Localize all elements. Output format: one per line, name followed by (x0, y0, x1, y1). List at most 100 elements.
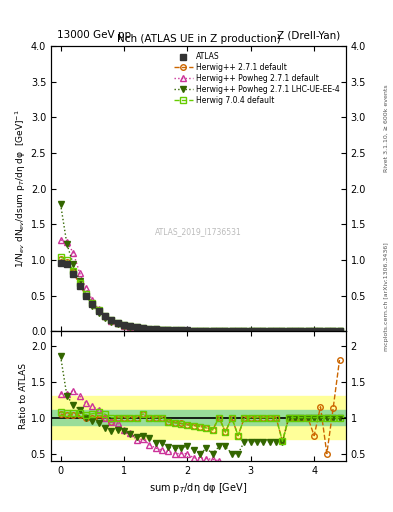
Herwig++ Powheg 2.7.1 default (103, 313, 107, 319)
Herwig++ 2.7.1 default (121, 322, 126, 328)
Herwig++ Powheg 2.7.1 LHC-UE-EE-4 (153, 327, 158, 333)
Line: Herwig++ Powheg 2.7.1 LHC-UE-EE-4: Herwig++ Powheg 2.7.1 LHC-UE-EE-4 (58, 202, 342, 334)
Herwig++ 2.7.1 default (103, 313, 107, 319)
Herwig++ 2.7.1 default (305, 328, 310, 334)
Herwig++ Powheg 2.7.1 LHC-UE-EE-4 (204, 328, 209, 334)
Herwig++ 2.7.1 default (141, 325, 145, 331)
Herwig++ Powheg 2.7.1 default (90, 297, 95, 303)
Line: Herwig++ 2.7.1 default: Herwig++ 2.7.1 default (58, 257, 342, 334)
Herwig++ Powheg 2.7.1 LHC-UE-EE-4 (248, 328, 253, 334)
Herwig 7.0.4 default (77, 281, 82, 287)
Herwig++ 2.7.1 default (337, 328, 342, 334)
Herwig++ Powheg 2.7.1 default (191, 328, 196, 334)
Herwig++ Powheg 2.7.1 default (160, 327, 164, 333)
Herwig 7.0.4 default (109, 317, 114, 323)
Y-axis label: Ratio to ATLAS: Ratio to ATLAS (19, 363, 28, 429)
Herwig++ Powheg 2.7.1 default (179, 328, 184, 334)
Legend: ATLAS, Herwig++ 2.7.1 default, Herwig++ Powheg 2.7.1 default, Herwig++ Powheg 2.: ATLAS, Herwig++ 2.7.1 default, Herwig++ … (171, 50, 342, 107)
Herwig++ Powheg 2.7.1 default (217, 328, 221, 334)
Herwig++ 2.7.1 default (325, 328, 329, 334)
Herwig++ 2.7.1 default (160, 327, 164, 333)
Herwig++ Powheg 2.7.1 LHC-UE-EE-4 (141, 326, 145, 332)
Herwig++ Powheg 2.7.1 LHC-UE-EE-4 (293, 328, 298, 334)
Herwig++ Powheg 2.7.1 LHC-UE-EE-4 (166, 327, 171, 333)
Herwig 7.0.4 default (242, 328, 247, 334)
Herwig++ 2.7.1 default (128, 323, 133, 329)
Herwig++ Powheg 2.7.1 LHC-UE-EE-4 (84, 292, 88, 298)
Herwig 7.0.4 default (166, 327, 171, 333)
Herwig++ Powheg 2.7.1 LHC-UE-EE-4 (64, 241, 69, 247)
Herwig++ 2.7.1 default (210, 328, 215, 334)
Herwig++ 2.7.1 default (230, 328, 234, 334)
Herwig++ 2.7.1 default (153, 326, 158, 332)
Herwig 7.0.4 default (198, 328, 202, 334)
Text: Z (Drell-Yan): Z (Drell-Yan) (277, 30, 340, 40)
Herwig++ 2.7.1 default (191, 328, 196, 334)
Herwig 7.0.4 default (160, 327, 164, 333)
Herwig++ 2.7.1 default (331, 328, 336, 334)
Herwig++ Powheg 2.7.1 LHC-UE-EE-4 (242, 328, 247, 334)
Herwig++ Powheg 2.7.1 default (147, 327, 152, 333)
Herwig 7.0.4 default (305, 328, 310, 334)
Herwig++ Powheg 2.7.1 LHC-UE-EE-4 (312, 328, 316, 334)
Herwig++ 2.7.1 default (223, 328, 228, 334)
Herwig++ Powheg 2.7.1 LHC-UE-EE-4 (58, 201, 63, 207)
Herwig++ Powheg 2.7.1 LHC-UE-EE-4 (179, 328, 184, 334)
Herwig++ Powheg 2.7.1 LHC-UE-EE-4 (147, 327, 152, 333)
Text: Rivet 3.1.10, ≥ 600k events: Rivet 3.1.10, ≥ 600k events (384, 84, 389, 172)
Herwig 7.0.4 default (103, 312, 107, 318)
Herwig++ 2.7.1 default (204, 328, 209, 334)
Herwig++ Powheg 2.7.1 LHC-UE-EE-4 (267, 328, 272, 334)
Herwig++ Powheg 2.7.1 default (77, 270, 82, 276)
Herwig 7.0.4 default (312, 328, 316, 334)
Herwig 7.0.4 default (141, 325, 145, 331)
Herwig++ Powheg 2.7.1 LHC-UE-EE-4 (318, 328, 323, 334)
Herwig++ 2.7.1 default (109, 317, 114, 324)
Herwig 7.0.4 default (204, 328, 209, 334)
Herwig++ 2.7.1 default (77, 282, 82, 288)
Herwig 7.0.4 default (274, 328, 279, 334)
Title: Nch (ATLAS UE in Z production): Nch (ATLAS UE in Z production) (117, 34, 280, 44)
Herwig++ Powheg 2.7.1 LHC-UE-EE-4 (325, 328, 329, 334)
Herwig++ Powheg 2.7.1 LHC-UE-EE-4 (77, 278, 82, 284)
Herwig 7.0.4 default (128, 323, 133, 329)
Herwig++ 2.7.1 default (242, 328, 247, 334)
Herwig++ Powheg 2.7.1 LHC-UE-EE-4 (96, 310, 101, 316)
Line: Herwig++ Powheg 2.7.1 default: Herwig++ Powheg 2.7.1 default (58, 237, 222, 334)
Herwig++ Powheg 2.7.1 LHC-UE-EE-4 (71, 261, 75, 267)
Herwig++ 2.7.1 default (248, 328, 253, 334)
Herwig++ 2.7.1 default (255, 328, 259, 334)
Herwig++ 2.7.1 default (274, 328, 279, 334)
Herwig++ 2.7.1 default (236, 328, 241, 334)
Herwig++ Powheg 2.7.1 default (185, 328, 190, 334)
Herwig 7.0.4 default (286, 328, 291, 334)
Herwig 7.0.4 default (179, 327, 184, 333)
Text: ATLAS_2019_I1736531: ATLAS_2019_I1736531 (155, 227, 242, 236)
Herwig++ 2.7.1 default (84, 292, 88, 298)
X-axis label: sum p$_T$/dη dφ [GeV]: sum p$_T$/dη dφ [GeV] (149, 481, 248, 495)
Herwig++ Powheg 2.7.1 default (204, 328, 209, 334)
Herwig 7.0.4 default (293, 328, 298, 334)
Herwig++ 2.7.1 default (115, 319, 120, 326)
Herwig 7.0.4 default (58, 254, 63, 260)
Herwig++ 2.7.1 default (299, 328, 304, 334)
Herwig 7.0.4 default (255, 328, 259, 334)
Herwig 7.0.4 default (121, 322, 126, 328)
Herwig++ Powheg 2.7.1 LHC-UE-EE-4 (121, 323, 126, 329)
Herwig++ Powheg 2.7.1 default (96, 306, 101, 312)
Bar (51, 411, 346, 425)
Herwig++ Powheg 2.7.1 LHC-UE-EE-4 (128, 324, 133, 330)
Herwig++ 2.7.1 default (166, 327, 171, 333)
Herwig 7.0.4 default (134, 324, 139, 330)
Herwig++ Powheg 2.7.1 LHC-UE-EE-4 (109, 319, 114, 325)
Herwig++ 2.7.1 default (267, 328, 272, 334)
Herwig 7.0.4 default (191, 328, 196, 334)
Herwig 7.0.4 default (84, 291, 88, 297)
Herwig 7.0.4 default (210, 328, 215, 334)
Herwig 7.0.4 default (217, 328, 221, 334)
Text: mcplots.cern.ch [arXiv:1306.3436]: mcplots.cern.ch [arXiv:1306.3436] (384, 243, 389, 351)
Herwig++ Powheg 2.7.1 LHC-UE-EE-4 (261, 328, 266, 334)
Herwig++ Powheg 2.7.1 default (141, 326, 145, 332)
Herwig++ Powheg 2.7.1 default (109, 317, 114, 324)
Herwig++ 2.7.1 default (90, 301, 95, 307)
